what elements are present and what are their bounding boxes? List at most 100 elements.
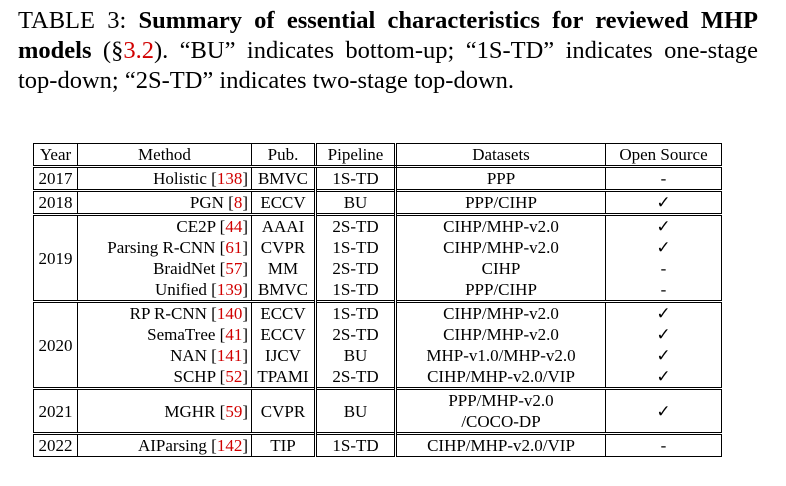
open-source-cell: - [605,279,722,302]
row: 2021 MGHR [59] CVPR BU PPP/MHP-v2.0/COCO-DP ✓ [33,387,722,434]
row: NAN [141] IJCV BU MHP-v1.0/MHP-v2.0 ✓ [34,345,722,366]
open-source-cell: ✓ [605,345,722,366]
method-cell: CE2P [44] [77,213,252,237]
citation[interactable]: 138 [216,169,243,188]
year-cell: 2020 [33,300,78,389]
citation[interactable]: 59 [225,401,243,421]
method-cell: RP R-CNN [140] [77,300,252,324]
method-cell: SCHP [52] [77,366,252,389]
method-cell: Parsing R-CNN [61] [77,237,252,258]
method-text: ] [242,436,248,455]
citation[interactable]: 61 [225,238,243,257]
open-source-cell: - [605,258,722,279]
citation[interactable]: 52 [225,367,243,386]
citation[interactable]: 139 [216,280,243,299]
open-source-cell: ✓ [605,189,722,215]
datasets-cell: CIHP/MHP-v2.0 [395,213,606,237]
caption-text: ). “BU” indicates bottom-up; “1S-TD” ind… [18,37,758,94]
method-text: ] [242,367,248,386]
year-cell: 2019 [33,213,78,302]
method-text: ] [242,238,248,257]
method-text: CE2P [ [176,217,226,236]
caption: TABLE 3: Summary of essential characteri… [18,6,758,96]
datasets-cell: PPP/CIHP [395,279,606,302]
caption-ref[interactable]: 3.2 [123,37,154,64]
datasets-cell: CIHP/MHP-v2.0/VIP [395,366,606,389]
method-text: MGHR [ [164,401,226,421]
method-text: RP R-CNN [ [129,304,217,323]
method-cell: MGHR [59] [77,387,252,434]
open-source-cell: - [605,432,722,457]
table: Year Method Pub. Pipeline Datasets Open Sourc… [33,143,722,457]
header-cell: Year [33,143,78,168]
open-source-cell: ✓ [605,366,722,389]
dataset-text: CIHP/MHP-v2.0/VIP [427,367,575,386]
year-cell: 2017 [33,166,78,191]
method-text: ] [242,259,248,278]
pipeline-cell: 2S-TD [314,258,397,279]
method-cell: Unified [139] [77,279,252,302]
dataset-text: PPP/CIHP [465,280,537,299]
datasets-cell: PPP [395,166,606,191]
datasets-cell: CIHP [395,258,606,279]
row: SemaTree [41] ECCV 2S-TD CIHP/MHP-v2.0 ✓ [34,324,722,345]
method-cell: PGN [8] [77,189,252,215]
citation[interactable]: 57 [225,259,243,278]
row: 2018 PGN [8] ECCV BU PPP/CIHP ✓ [33,189,722,215]
year-cell: 2022 [33,432,78,457]
dataset-text: CIHP/MHP-v2.0 [443,304,559,323]
dataset-text: CIHP/MHP-v2.0 [443,325,559,344]
row: 2022 AIParsing [142] TIP 1S-TD CIHP/MHP-v2.0… [33,432,722,457]
datasets-cell: PPP/CIHP [395,189,606,215]
dataset-text: /COCO-DP [461,412,541,431]
row: Unified [139] BMVC 1S-TD PPP/CIHP - [34,279,722,302]
dataset-text: CIHP/MHP-v2.0 [443,217,559,236]
dataset-text: PPP [486,169,516,188]
citation[interactable]: 8 [233,193,243,212]
header-row: Year Method Pub. Pipeline Datasets Open Sourc… [33,143,722,168]
caption-label: TABLE 3: [18,7,139,34]
open-source-cell: ✓ [605,387,722,434]
method-text: ] [242,325,248,344]
method-cell: Holistic [138] [77,166,252,191]
row: 2017 Holistic [138] BMVC 1S-TD PPP - [33,166,722,191]
pipeline-cell: 2S-TD [314,366,397,389]
datasets-cell: PPP/MHP-v2.0/COCO-DP [395,387,606,434]
datasets-cell: CIHP/MHP-v2.0 [395,300,606,324]
row: SCHP [52] TPAMI 2S-TD CIHP/MHP-v2.0/VIP ✓ [34,366,722,389]
header-cell: Method [77,143,252,168]
header-cell: Datasets [395,143,606,168]
method-cell: SemaTree [41] [77,324,252,345]
method-text: ] [242,217,248,236]
row: Parsing R-CNN [61] CVPR 1S-TD CIHP/MHP-v2.0… [34,237,722,258]
method-cell: NAN [141] [77,345,252,366]
method-text: ] [242,280,248,299]
citation[interactable]: 142 [216,436,243,455]
dataset-text: CIHP/MHP-v2.0/VIP [427,436,575,455]
pub-cell: CVPR [251,237,316,258]
row: BraidNet [57] MM 2S-TD CIHP - [34,258,722,279]
citation[interactable]: 140 [216,304,243,323]
method-text: ] [242,401,248,421]
pipeline-cell: 1S-TD [314,166,397,191]
method-text: SemaTree [ [147,325,226,344]
method-text: Unified [ [154,280,217,299]
pipeline-cell: 2S-TD [314,213,397,237]
method-text: BraidNet [ [153,259,226,278]
year-cell: 2018 [33,189,78,215]
pipeline-cell: BU [314,345,397,366]
open-source-cell: ✓ [605,324,722,345]
pipeline-cell: BU [314,387,397,434]
citation[interactable]: 41 [225,325,243,344]
citation[interactable]: 141 [216,346,243,365]
open-source-cell: ✓ [605,300,722,324]
method-text: SCHP [ [173,367,226,386]
method-text: AIParsing [ [137,436,217,455]
pub-cell: CVPR [251,387,316,434]
method-text: PGN [ [189,193,234,212]
row: 2020 RP R-CNN [140] ECCV 1S-TD CIHP/MHP-v2.0… [33,300,722,389]
citation[interactable]: 44 [225,217,243,236]
pub-cell: AAAI [251,213,316,237]
pub-cell: BMVC [251,279,316,302]
